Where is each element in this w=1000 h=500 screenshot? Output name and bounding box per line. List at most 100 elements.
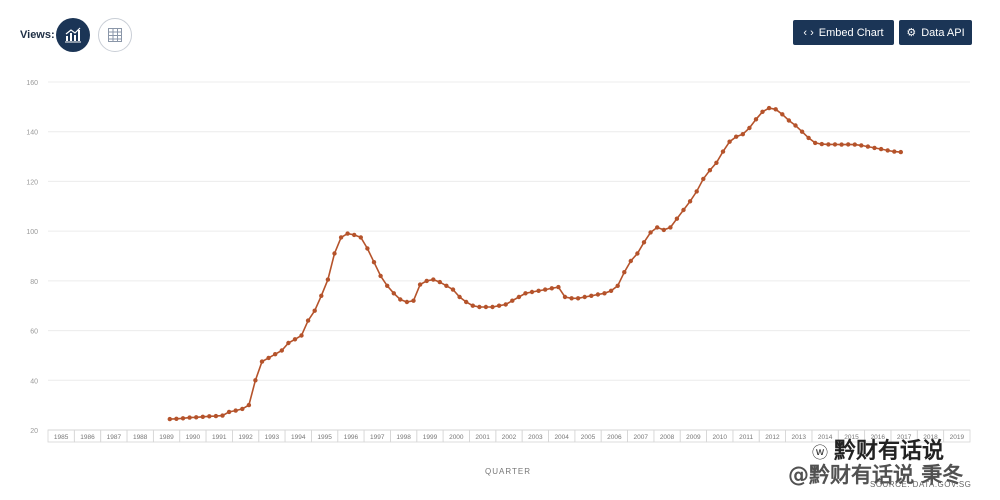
data-point[interactable] (200, 414, 205, 419)
data-point[interactable] (404, 299, 410, 305)
data-point[interactable] (806, 135, 811, 141)
data-point[interactable] (813, 140, 818, 146)
data-point[interactable] (740, 132, 745, 137)
data-point[interactable] (187, 415, 192, 420)
data-point[interactable] (773, 107, 778, 112)
data-point[interactable] (536, 288, 541, 293)
data-point[interactable] (470, 303, 475, 308)
data-point[interactable] (450, 287, 456, 292)
data-point[interactable] (253, 378, 258, 383)
data-point[interactable] (747, 125, 752, 131)
data-point[interactable] (503, 302, 508, 307)
data-point[interactable] (292, 337, 298, 342)
data-point[interactable] (872, 145, 877, 151)
data-point[interactable] (753, 117, 759, 122)
data-point[interactable] (496, 303, 502, 308)
data-point[interactable] (417, 282, 423, 287)
data-point[interactable] (628, 258, 633, 264)
data-point[interactable] (562, 294, 568, 300)
data-point[interactable] (635, 251, 640, 256)
data-point[interactable] (312, 308, 317, 313)
data-point[interactable] (760, 109, 765, 114)
data-point[interactable] (220, 413, 225, 418)
data-point[interactable] (226, 409, 232, 415)
data-point[interactable] (707, 168, 713, 173)
data-point[interactable] (246, 402, 252, 408)
data-point[interactable] (892, 149, 897, 154)
data-point[interactable] (279, 348, 284, 353)
data-point[interactable] (780, 112, 785, 117)
data-point[interactable] (391, 291, 396, 296)
data-point[interactable] (668, 225, 673, 230)
data-point[interactable] (371, 260, 377, 265)
data-point[interactable] (444, 283, 449, 288)
data-point[interactable] (819, 141, 824, 147)
data-point[interactable] (286, 340, 291, 346)
data-point[interactable] (207, 414, 212, 419)
data-point[interactable] (556, 284, 561, 290)
data-point[interactable] (832, 142, 838, 147)
data-point[interactable] (661, 227, 666, 233)
data-point[interactable] (385, 283, 390, 288)
data-point[interactable] (734, 134, 739, 139)
data-point[interactable] (575, 296, 581, 301)
data-point[interactable] (898, 149, 903, 155)
data-point[interactable] (233, 408, 238, 413)
data-point[interactable] (529, 289, 535, 295)
data-point[interactable] (240, 406, 245, 412)
data-point[interactable] (358, 235, 363, 240)
data-point[interactable] (516, 294, 522, 300)
data-point[interactable] (622, 270, 627, 275)
data-point[interactable] (878, 146, 884, 152)
data-point[interactable] (378, 273, 383, 279)
data-point[interactable] (464, 299, 469, 305)
data-point[interactable] (859, 143, 864, 148)
data-point[interactable] (411, 298, 416, 303)
data-point[interactable] (714, 160, 719, 165)
data-point[interactable] (826, 142, 831, 147)
data-api-button[interactable]: ⚙ Data API (899, 20, 972, 45)
data-point[interactable] (305, 318, 311, 323)
data-point[interactable] (174, 416, 179, 421)
data-point[interactable] (325, 277, 331, 282)
data-point[interactable] (852, 142, 857, 147)
data-point[interactable] (701, 176, 706, 182)
data-point[interactable] (766, 105, 772, 111)
data-point[interactable] (273, 352, 278, 357)
data-point[interactable] (727, 139, 732, 144)
data-point[interactable] (424, 278, 429, 284)
data-point[interactable] (549, 286, 554, 291)
data-point[interactable] (319, 293, 324, 298)
data-point[interactable] (510, 298, 515, 303)
data-point[interactable] (720, 149, 726, 154)
data-point[interactable] (674, 216, 680, 221)
data-point[interactable] (694, 189, 699, 194)
data-point[interactable] (266, 355, 271, 361)
data-point[interactable] (338, 235, 344, 240)
embed-chart-button[interactable]: ‹ › Embed Chart (793, 20, 894, 45)
data-point[interactable] (641, 240, 647, 245)
data-point[interactable] (437, 279, 442, 285)
data-point[interactable] (582, 294, 587, 300)
data-point[interactable] (398, 297, 403, 302)
data-point[interactable] (299, 333, 304, 338)
data-point[interactable] (167, 416, 172, 422)
data-point[interactable] (865, 144, 871, 149)
data-point[interactable] (543, 287, 548, 292)
data-point[interactable] (483, 304, 489, 310)
data-point[interactable] (602, 291, 607, 296)
data-point[interactable] (365, 246, 370, 251)
data-point[interactable] (332, 251, 337, 256)
data-point[interactable] (589, 293, 594, 298)
data-point[interactable] (608, 288, 614, 293)
data-point[interactable] (655, 225, 660, 230)
table-view-button[interactable] (98, 18, 132, 52)
data-point[interactable] (799, 129, 805, 134)
data-point[interactable] (259, 359, 265, 364)
data-point[interactable] (786, 118, 792, 123)
data-point[interactable] (352, 232, 357, 238)
data-point[interactable] (595, 292, 601, 297)
data-point[interactable] (213, 413, 219, 419)
chart-view-button[interactable] (56, 18, 90, 52)
data-point[interactable] (687, 199, 693, 204)
